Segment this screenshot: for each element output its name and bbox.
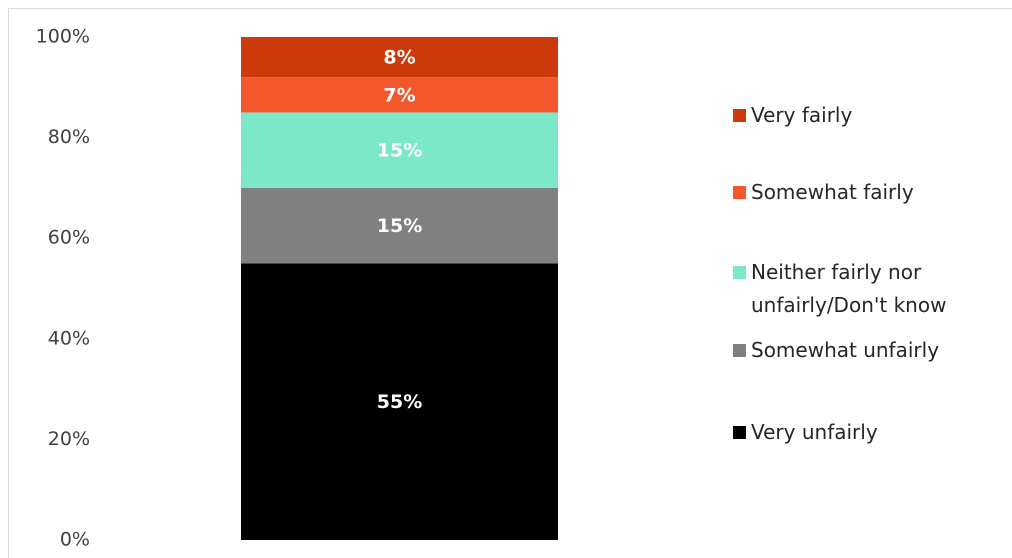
legend-item: Very fairly	[733, 99, 1011, 132]
legend-item: Very unfairly	[733, 416, 1011, 449]
bar-segment	[241, 77, 558, 113]
y-tick-label: 80%	[48, 126, 90, 148]
legend-label: Somewhat fairly	[751, 180, 914, 204]
legend-swatch	[733, 426, 746, 439]
y-tick-label: 40%	[48, 327, 90, 349]
bar-segment	[241, 112, 558, 188]
legend-label: Somewhat unfairly	[751, 338, 940, 362]
chart-border	[8, 8, 1012, 558]
legend-swatch	[733, 266, 746, 279]
legend-swatch	[733, 186, 746, 199]
bar-segment	[241, 263, 558, 540]
legend-item: Neither fairly nor unfairly/Don't know	[733, 256, 1011, 322]
value-label: 15%	[377, 215, 422, 237]
legend-label: Neither fairly nor unfairly/Don't know	[751, 260, 947, 317]
y-tick-label: 60%	[48, 227, 90, 249]
value-label: 55%	[377, 391, 422, 413]
value-label: 15%	[377, 140, 422, 162]
legend-item: Somewhat unfairly	[733, 334, 1011, 367]
y-tick-label: 0%	[60, 529, 90, 551]
legend-label: Very fairly	[751, 103, 853, 127]
value-label: 8%	[383, 47, 415, 69]
y-tick-label: 100%	[36, 26, 90, 48]
bar-segment	[241, 187, 558, 264]
y-tick-label: 20%	[48, 428, 90, 450]
value-label: 7%	[383, 84, 415, 106]
legend-swatch	[733, 344, 746, 357]
bar-segment	[241, 37, 558, 78]
legend-label: Very unfairly	[751, 420, 878, 444]
legend-swatch	[733, 109, 746, 122]
legend-item: Somewhat fairly	[733, 176, 1011, 209]
